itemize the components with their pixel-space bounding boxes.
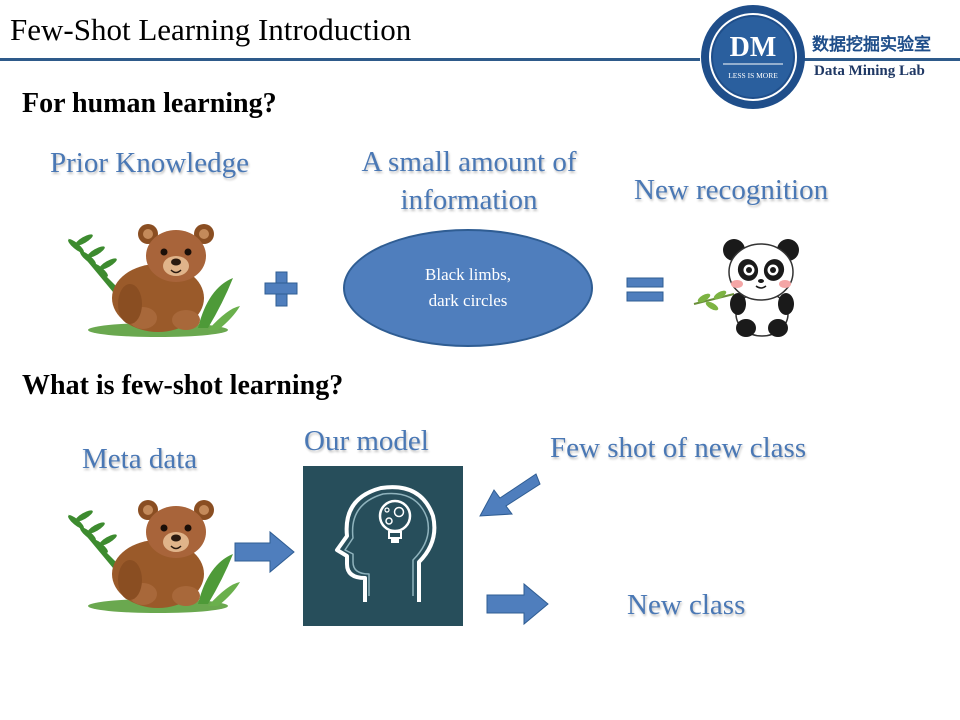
few-shot-label: Few shot of new class bbox=[550, 432, 807, 464]
new-recognition-label: New recognition bbox=[634, 174, 829, 206]
trait-line2: dark circles bbox=[428, 291, 508, 310]
slide-title: Few-Shot Learning Introduction bbox=[10, 12, 412, 47]
arrow-diagonal-icon bbox=[479, 473, 541, 517]
panda-illustration bbox=[693, 239, 799, 337]
prior-knowledge-label: Prior Knowledge bbox=[50, 147, 249, 179]
arrow-right-icon bbox=[234, 530, 295, 574]
lab-name-en: Data Mining Lab bbox=[814, 63, 925, 79]
logo-tagline: LESS IS MORE bbox=[728, 71, 778, 80]
our-model-label: Our model bbox=[304, 425, 429, 457]
plus-icon bbox=[264, 271, 298, 307]
section-heading-human: For human learning? bbox=[22, 88, 277, 119]
equals-icon bbox=[626, 277, 664, 302]
small-info-label: A small amount of information bbox=[338, 143, 600, 219]
bear-illustration-meta bbox=[68, 500, 240, 613]
brain-head-icon bbox=[335, 485, 437, 602]
small-info-line1: A small amount of bbox=[361, 146, 577, 178]
header-divider bbox=[0, 58, 700, 61]
lab-name-cn: 数据挖掘实验室 bbox=[812, 35, 931, 55]
logo-initials: DM bbox=[730, 32, 777, 63]
meta-data-label: Meta data bbox=[82, 443, 198, 475]
dm-logo: DM LESS IS MORE bbox=[701, 5, 805, 109]
section-heading-fewshot: What is few-shot learning? bbox=[22, 370, 344, 401]
header-divider-right bbox=[800, 58, 960, 61]
new-class-label: New class bbox=[627, 589, 746, 621]
model-box bbox=[303, 466, 463, 626]
small-info-line2: information bbox=[400, 184, 538, 216]
arrow-output-icon bbox=[486, 582, 549, 626]
trait-line1: Black limbs, bbox=[425, 265, 511, 284]
trait-ellipse: Black limbs, dark circles bbox=[343, 229, 593, 347]
bear-illustration bbox=[68, 224, 240, 337]
trait-text: Black limbs, dark circles bbox=[388, 262, 548, 314]
